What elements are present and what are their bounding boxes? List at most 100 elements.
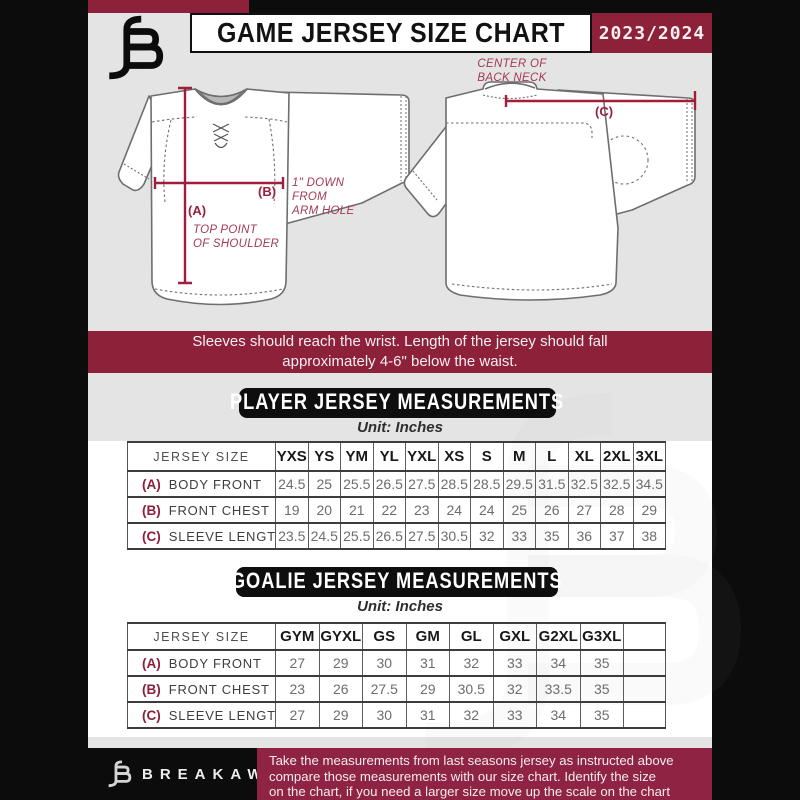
label-b: (B)	[258, 184, 277, 199]
value-cell: 26	[535, 497, 568, 523]
size-header-cell: JERSEY SIZE	[153, 629, 250, 644]
value-cell: 33	[492, 650, 537, 676]
value-cell: 24	[470, 497, 503, 523]
value-cell: 19	[275, 497, 308, 523]
column-header-cell: YXS	[275, 442, 308, 471]
goalie-section-header: GOALIE JERSEY MEASUREMENTS	[231, 567, 562, 597]
column-header-cell: 3XL	[632, 442, 666, 471]
column-header-cell: L	[535, 442, 568, 471]
footer-instructions: Take the measurements from last seasons …	[257, 748, 712, 800]
value-cell: 27.5	[405, 523, 438, 549]
column-header-cell: M	[502, 442, 536, 471]
goalie-table-container: JERSEY SIZE GYM GYXL GS GM GL GXL G2XL G3XL (A) BO…	[127, 622, 666, 729]
value-cell: 32.5	[600, 471, 633, 497]
value-cell: 29	[318, 702, 363, 728]
value-cell: 33	[492, 702, 537, 728]
goalie-data-row: (B) FRONT CHEST 23 26 27.5 29 30.5 32 33.5 35	[127, 676, 666, 702]
top-accent-bar	[88, 0, 249, 13]
column-header-cell: G2XL	[536, 623, 580, 650]
value-cell: 25.5	[340, 523, 373, 549]
value-cell: 27	[275, 650, 319, 676]
value-cell: 34.5	[632, 471, 666, 497]
value-cell: 38	[632, 523, 666, 549]
column-header-cell: GS	[362, 623, 406, 650]
value-cell: 25.5	[340, 471, 373, 497]
back-jersey-diagram	[403, 81, 697, 301]
player-header-row: JERSEY SIZE YXS YS YM YL YXL XS S M L XL 2XL 3XL	[127, 442, 666, 471]
value-cell: 27.5	[362, 676, 406, 702]
value-cell: 29.5	[502, 471, 536, 497]
value-cell: 25	[502, 497, 536, 523]
value-cell: 34	[536, 650, 580, 676]
row-label-cell: (B) FRONT CHEST	[142, 682, 270, 697]
value-cell: 31.5	[535, 471, 568, 497]
column-header-cell: GXL	[492, 623, 537, 650]
footer-brand: BREAKAWAY	[106, 748, 301, 800]
player-size-table: JERSEY SIZE YXS YS YM YL YXL XS S M L XL 2XL 3XL (A) B…	[127, 441, 666, 550]
front-jersey-diagram	[117, 86, 410, 306]
value-cell: 22	[372, 497, 406, 523]
value-cell: 37	[600, 523, 633, 549]
empty-header-cell	[623, 623, 666, 650]
player-table-container: JERSEY SIZE YXS YS YM YL YXL XS S M L XL 2XL 3XL (A) B…	[127, 441, 666, 550]
value-cell: 32	[449, 702, 493, 728]
value-cell: 24.5	[275, 471, 308, 497]
column-header-cell: YL	[372, 442, 406, 471]
column-header-cell: GL	[449, 623, 493, 650]
row-label-cell: (A) BODY FRONT	[142, 656, 262, 671]
note-center-of-back-neck: CENTER OF BACK NECK	[477, 58, 547, 84]
value-cell: 31	[405, 650, 450, 676]
player-unit-label: Unit: Inches	[357, 419, 443, 436]
goalie-data-row: (C) SLEEVE LENGTH 27 29 30 31 32 33 34 35	[127, 702, 666, 728]
value-cell: 26.5	[372, 523, 406, 549]
season-badge: 2023/2024	[592, 13, 712, 53]
size-header-cell: JERSEY SIZE	[153, 449, 250, 464]
front-measure-lines	[153, 86, 285, 285]
empty-value-cell	[623, 676, 666, 702]
column-header-cell: G3XL	[579, 623, 624, 650]
player-section-header: PLAYER JERSEY MEASUREMENTS	[230, 388, 564, 418]
player-data-row: (B) FRONT CHEST 19 20 21 22 23 24 24 25 26 27 28 29	[127, 497, 666, 523]
value-cell: 32	[449, 650, 493, 676]
player-data-row: (A) BODY FRONT 24.5 25 25.5 26.5 27.5 28.5 28.5 2…	[127, 471, 666, 497]
value-cell: 28.5	[470, 471, 503, 497]
footer-brand-name: BREAKAWAY	[142, 765, 302, 783]
breakaway-b-icon-small	[108, 760, 132, 788]
value-cell: 27.5	[405, 471, 438, 497]
value-cell: 30.5	[437, 523, 471, 549]
player-data-row: (C) SLEEVE LENGTH 23.5 24.5 25.5 26.5 27.5 30.5…	[127, 523, 666, 549]
value-cell: 28	[600, 497, 633, 523]
value-cell: 30.5	[449, 676, 493, 702]
value-cell: 23	[275, 676, 319, 702]
title-bar: GAME JERSEY SIZE CHART	[190, 13, 592, 53]
value-cell: 26.5	[372, 471, 406, 497]
value-cell: 26	[318, 676, 363, 702]
value-cell: 29	[632, 497, 666, 523]
value-cell: 32	[492, 676, 537, 702]
value-cell: 35	[579, 650, 624, 676]
column-header-cell: YXL	[405, 442, 438, 471]
value-cell: 27	[567, 497, 601, 523]
goalie-header-row: JERSEY SIZE GYM GYXL GS GM GL GXL G2XL G3XL	[127, 623, 666, 650]
info-banner: Sleeves should reach the wrist. Length o…	[88, 331, 712, 373]
row-label-cell: (C) SLEEVE LENGTH	[142, 529, 276, 544]
label-a: (A)	[188, 203, 207, 218]
value-cell: 24.5	[307, 523, 341, 549]
row-label-cell: (C) SLEEVE LENGTH	[142, 708, 276, 723]
column-header-cell: GYM	[275, 623, 319, 650]
value-cell: 35	[579, 676, 624, 702]
note-down-from-armhole: 1" DOWN FROM ARM HOLE	[292, 177, 355, 217]
back-measure-lines	[504, 91, 697, 110]
column-header-cell: GM	[405, 623, 450, 650]
value-cell: 21	[340, 497, 373, 523]
note-top-point-of-shoulder: TOP POINT OF SHOULDER	[193, 224, 280, 250]
value-cell: 29	[405, 676, 450, 702]
season-label: 2023/2024	[598, 22, 706, 44]
value-cell: 33	[502, 523, 536, 549]
value-cell: 25	[307, 471, 341, 497]
value-cell: 33.5	[536, 676, 580, 702]
player-section-title: PLAYER JERSEY MEASUREMENTS	[230, 390, 565, 415]
column-header-cell: GYXL	[318, 623, 363, 650]
empty-value-cell	[623, 650, 666, 676]
column-header-cell: YS	[307, 442, 341, 471]
